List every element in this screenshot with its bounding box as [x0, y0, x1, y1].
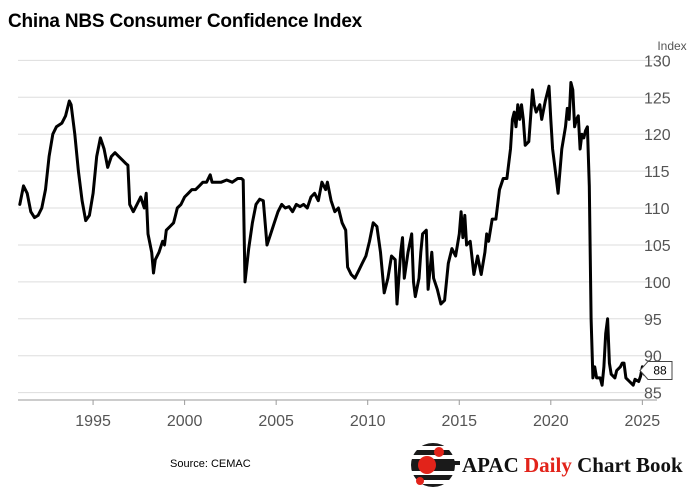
y-tick-label: 85 — [644, 386, 662, 403]
y-axis-label: Index — [657, 39, 686, 53]
y-tick-label: 115 — [644, 164, 670, 181]
series-line — [18, 81, 650, 387]
x-tick-label: 2020 — [533, 413, 569, 430]
y-tick-label: 105 — [644, 238, 671, 255]
apac-logo-icon — [406, 443, 460, 487]
y-tick-label: 110 — [644, 201, 670, 218]
x-tick-label: 2005 — [258, 413, 294, 430]
x-tick-label: 2000 — [167, 413, 203, 430]
x-tick-label: 2015 — [441, 413, 477, 430]
brand-part-chartbook: Chart Book — [577, 453, 683, 477]
brand-part-apac: APAC — [462, 453, 519, 477]
y-tick-label: 100 — [644, 275, 671, 292]
brand-part-daily: Daily — [524, 453, 572, 477]
y-tick-label: 125 — [644, 90, 671, 107]
y-tick-label: 95 — [644, 312, 662, 329]
y-tick-label: 120 — [644, 127, 671, 144]
y-tick-label: 130 — [644, 53, 671, 70]
x-tick-label: 1995 — [75, 413, 111, 430]
x-tick-label: 2010 — [350, 413, 386, 430]
last-value-box — [639, 360, 673, 380]
brand-name: APAC Daily Chart Book — [462, 453, 683, 478]
brand-logo-block: APAC Daily Chart Book — [406, 437, 696, 493]
last-value-label: 88 — [653, 363, 667, 377]
x-tick-label: 2025 — [625, 413, 661, 430]
chart-title: China NBS Consumer Confidence Index — [8, 11, 363, 32]
last-value-callout: 88 — [639, 360, 673, 380]
source-note: Source: CEMAC — [170, 458, 251, 470]
